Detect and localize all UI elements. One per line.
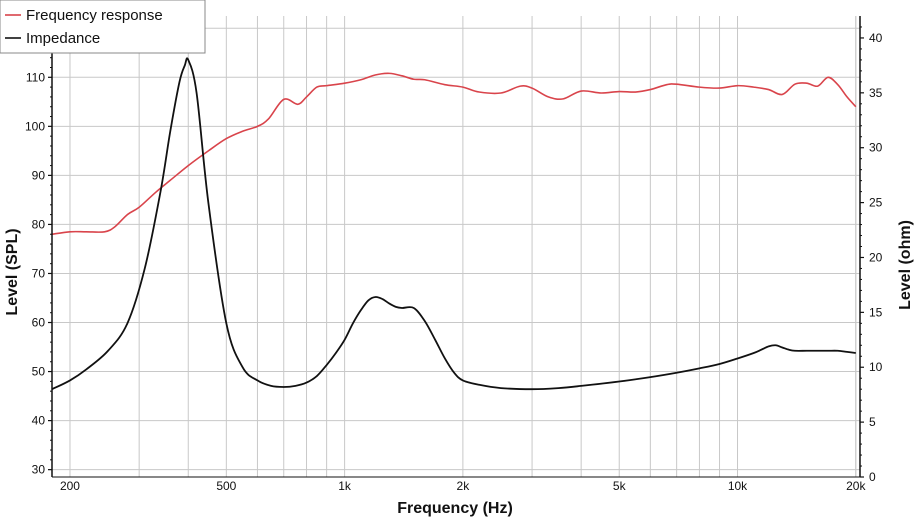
y-right-tick-label: 10 xyxy=(869,360,883,374)
y-left-tick-label: 90 xyxy=(32,168,46,182)
tick-labels: 3040506070809010011012005101520253035402… xyxy=(25,17,883,493)
y-left-tick-label: 110 xyxy=(26,70,45,84)
x-tick-label: 2k xyxy=(457,479,471,493)
y-right-tick-label: 15 xyxy=(869,305,883,319)
grid xyxy=(52,16,860,477)
y-left-tick-label: 100 xyxy=(25,119,45,133)
x-tick-label: 200 xyxy=(60,479,80,493)
y-right-tick-label: 35 xyxy=(869,86,883,100)
y-right-tick-label: 5 xyxy=(869,415,876,429)
legend: Frequency response Impedance xyxy=(0,0,206,54)
series-lines xyxy=(51,57,857,391)
x-tick-label: 500 xyxy=(216,479,236,493)
y-left-tick-label: 60 xyxy=(32,316,46,330)
legend-label-frequency-response: Frequency response xyxy=(26,7,163,24)
y-left-tick-label: 70 xyxy=(32,266,46,280)
legend-label-impedance: Impedance xyxy=(26,30,100,47)
y-axis-title-left: Level (SPL) xyxy=(4,228,21,315)
y-left-tick-label: 40 xyxy=(32,414,46,428)
y-right-tick-label: 25 xyxy=(869,196,883,210)
series-line-impedance xyxy=(51,57,856,391)
y-left-tick-label: 30 xyxy=(32,463,46,477)
x-axis-title: Frequency (Hz) xyxy=(397,500,513,517)
y-right-tick-label: 40 xyxy=(869,31,883,45)
y-right-tick-label: 30 xyxy=(869,141,883,155)
x-tick-label: 1k xyxy=(338,479,352,493)
y-axis-title-right: Level (ohm) xyxy=(897,220,914,310)
x-tick-label: 5k xyxy=(613,479,627,493)
series-line-frequency-response xyxy=(51,72,857,236)
y-right-tick-label: 20 xyxy=(869,250,883,264)
y-left-tick-label: 80 xyxy=(32,217,46,231)
legend-box xyxy=(0,0,206,54)
y-left-tick-label: 50 xyxy=(32,365,46,379)
x-tick-label: 10k xyxy=(728,479,748,493)
y-right-tick-label: 0 xyxy=(869,470,876,484)
x-tick-label: 20k xyxy=(846,479,866,493)
